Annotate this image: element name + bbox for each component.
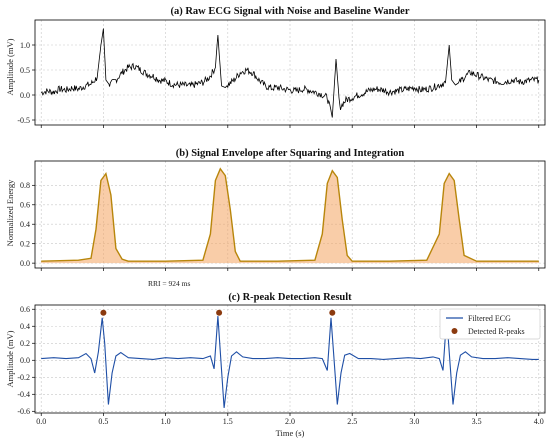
r-peak-marker <box>216 309 223 316</box>
x-tick-label: 2.5 <box>347 417 357 426</box>
panel-c-frame <box>34 304 546 414</box>
panel-a-grid <box>35 20 545 128</box>
panel-a-ylabel: Amplitude (mV) <box>5 38 15 95</box>
y-tick-label: 0.6 <box>20 305 30 314</box>
y-tick-label: -0.2 <box>17 373 30 382</box>
x-tick-label: 1.0 <box>161 417 171 426</box>
legend-box <box>439 308 541 340</box>
y-tick-label: 0.8 <box>20 181 30 190</box>
panel-b-frame <box>34 160 546 269</box>
r-peak-markers <box>100 309 451 316</box>
panel-a-title: (a) Raw ECG Signal with Noise and Baseli… <box>170 6 409 17</box>
rri-annotation: RRI = 924 ms <box>148 279 190 288</box>
y-tick-label: 0.2 <box>20 339 30 348</box>
r-peak-marker <box>329 309 336 316</box>
legend: Filtered ECG Detected R-peaks <box>439 308 541 340</box>
y-tick-label: 0.6 <box>20 201 30 210</box>
y-tick-label: 0.0 <box>20 91 30 100</box>
panel-b-title: (b) Signal Envelope after Squaring and I… <box>176 148 405 159</box>
panel-c: (c) R-peak Detection Result Amplitude (m… <box>5 292 546 438</box>
envelope-line <box>41 167 539 262</box>
y-tick-label: 0.5 <box>20 66 30 75</box>
raw-ecg-line <box>40 28 540 118</box>
x-tick-label: 1.5 <box>223 417 233 426</box>
y-tick-label: 0.4 <box>20 220 30 229</box>
panel-a-frame <box>34 19 546 126</box>
y-tick-label: -0.5 <box>17 116 30 125</box>
panel-b: (b) Signal Envelope after Squaring and I… <box>5 148 546 288</box>
x-tick-label: 4.0 <box>534 417 544 426</box>
y-tick-label: 0.2 <box>20 239 30 248</box>
panel-a-yticks: -0.5 0.0 0.5 1.0 <box>17 41 35 125</box>
panel-c-yticks: -0.6 -0.4 -0.2 0.0 0.2 0.4 0.6 <box>17 305 35 416</box>
x-tick-label: 0.0 <box>36 417 46 426</box>
y-tick-label: -0.4 <box>17 390 30 399</box>
y-tick-label: 0.0 <box>20 356 30 365</box>
panel-a: (a) Raw ECG Signal with Noise and Baseli… <box>5 6 546 128</box>
y-tick-label: 0.4 <box>20 322 30 331</box>
panel-b-yticks: 0.0 0.2 0.4 0.6 0.8 <box>20 181 35 268</box>
y-tick-label: -0.6 <box>17 407 30 416</box>
legend-peaks-label: Detected R-peaks <box>468 327 525 336</box>
r-peak-marker <box>100 309 107 316</box>
x-tick-label: 0.5 <box>98 417 108 426</box>
filtered-ecg-line <box>41 316 539 408</box>
panel-c-xticks: 0.0 0.5 1.0 1.5 2.0 2.5 3.0 3.5 4.0 <box>36 417 544 426</box>
x-tick-label: 3.5 <box>472 417 482 426</box>
panel-c-title: (c) R-peak Detection Result <box>228 292 352 303</box>
panel-c-ylabel: Amplitude (mV) <box>5 330 15 387</box>
x-tick-label: 3.0 <box>409 417 419 426</box>
legend-dot-icon <box>451 328 458 334</box>
y-tick-label: 0.0 <box>20 259 30 268</box>
legend-filtered-label: Filtered ECG <box>468 314 511 323</box>
x-tick-label: 2.0 <box>285 417 295 426</box>
panel-b-ylabel: Normalized Energy <box>5 179 15 246</box>
panel-c-xlabel: Time (s) <box>276 428 305 438</box>
y-tick-label: 1.0 <box>20 41 30 50</box>
